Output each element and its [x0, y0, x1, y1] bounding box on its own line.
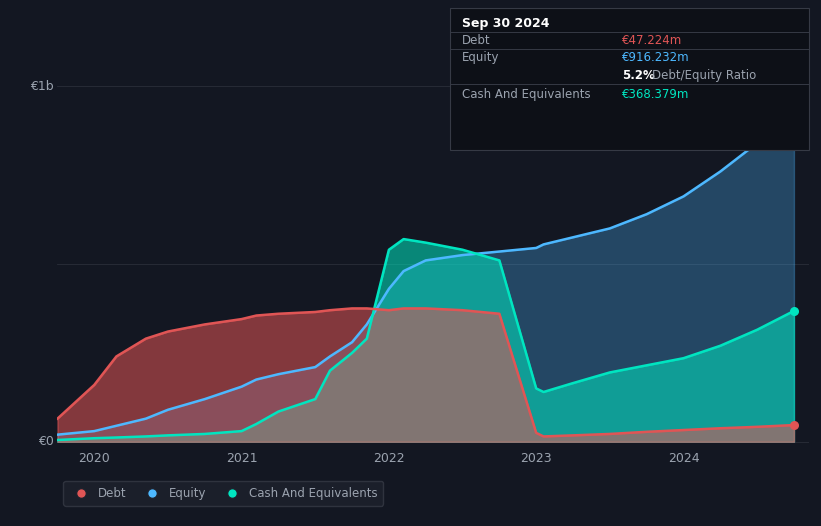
- Text: €47.224m: €47.224m: [622, 34, 682, 47]
- Text: Equity: Equity: [462, 52, 500, 64]
- Text: Cash And Equivalents: Cash And Equivalents: [462, 88, 591, 101]
- Point: [787, 307, 800, 315]
- Text: €1b: €1b: [30, 79, 53, 93]
- Legend: Debt, Equity, Cash And Equivalents: Debt, Equity, Cash And Equivalents: [63, 481, 383, 505]
- Text: Debt: Debt: [462, 34, 491, 47]
- Text: Sep 30 2024: Sep 30 2024: [462, 17, 550, 30]
- Text: Debt/Equity Ratio: Debt/Equity Ratio: [652, 69, 756, 82]
- Text: 5.2%: 5.2%: [622, 69, 655, 82]
- Text: €0: €0: [38, 436, 53, 448]
- Point: [787, 421, 800, 429]
- Point: [787, 112, 800, 120]
- Text: €916.232m: €916.232m: [622, 52, 690, 64]
- Text: €368.379m: €368.379m: [622, 88, 690, 101]
